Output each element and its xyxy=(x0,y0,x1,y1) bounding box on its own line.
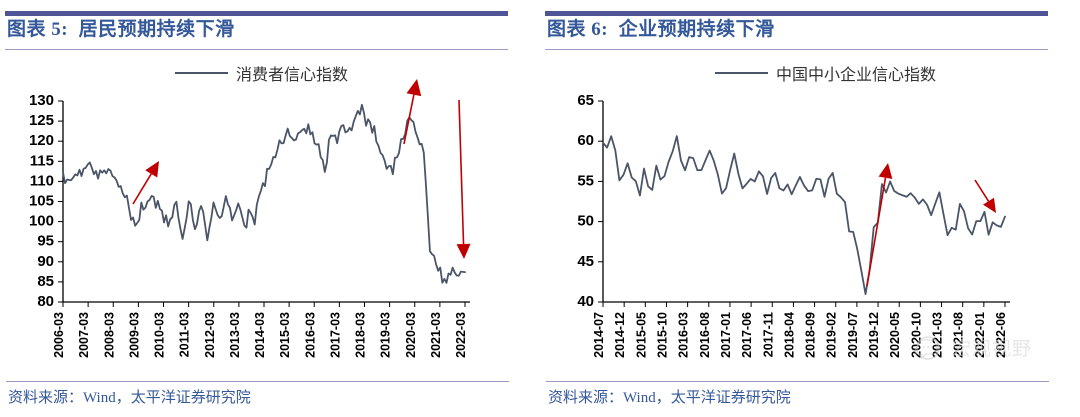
svg-text:2012-03: 2012-03 xyxy=(203,312,217,358)
svg-text:2018-04: 2018-04 xyxy=(782,312,796,358)
svg-text:2020-03: 2020-03 xyxy=(404,312,418,358)
svg-text:2021-03: 2021-03 xyxy=(931,312,945,358)
svg-text:2008-03: 2008-03 xyxy=(102,312,116,358)
svg-text:2019-12: 2019-12 xyxy=(867,312,881,358)
svg-text:45: 45 xyxy=(577,253,594,270)
svg-text:2019-07: 2019-07 xyxy=(846,312,860,358)
svg-text:2022-03: 2022-03 xyxy=(454,312,468,358)
svg-text:65: 65 xyxy=(577,92,594,109)
svg-text:115: 115 xyxy=(30,152,54,169)
svg-text:2017-03: 2017-03 xyxy=(328,312,342,358)
svg-text:2015-05: 2015-05 xyxy=(634,312,648,358)
svg-text:85: 85 xyxy=(37,273,54,290)
svg-text:2016-08: 2016-08 xyxy=(698,312,712,358)
svg-text:2017-06: 2017-06 xyxy=(740,312,754,358)
svg-text:2006-03: 2006-03 xyxy=(52,312,66,358)
svg-text:2009-03: 2009-03 xyxy=(127,312,141,358)
svg-text:95: 95 xyxy=(37,233,54,250)
svg-text:2014-03: 2014-03 xyxy=(253,312,267,358)
svg-text:2014-07: 2014-07 xyxy=(592,312,606,358)
svg-text:2013-03: 2013-03 xyxy=(228,312,242,358)
svg-text:2021-03: 2021-03 xyxy=(429,312,443,358)
svg-text:130: 130 xyxy=(29,92,54,109)
svg-text:105: 105 xyxy=(29,193,54,210)
svg-text:2018-03: 2018-03 xyxy=(354,312,368,358)
svg-text:2020-05: 2020-05 xyxy=(888,312,902,358)
svg-text:2007-03: 2007-03 xyxy=(77,312,91,358)
svg-text:120: 120 xyxy=(29,132,54,149)
svg-text:80: 80 xyxy=(37,293,54,310)
svg-text:中国中小企业信心指数: 中国中小企业信心指数 xyxy=(776,66,936,84)
svg-text:2016-03: 2016-03 xyxy=(303,312,317,358)
svg-text:2010-03: 2010-03 xyxy=(153,312,167,358)
svg-text:宏观视野: 宏观视野 xyxy=(952,338,1032,360)
svg-text:50: 50 xyxy=(577,213,594,230)
svg-text:90: 90 xyxy=(37,253,54,270)
svg-text:2015-10: 2015-10 xyxy=(655,312,669,358)
svg-text:125: 125 xyxy=(29,112,54,129)
svg-text:消费者信心指数: 消费者信心指数 xyxy=(236,66,348,84)
svg-text:2020-10: 2020-10 xyxy=(909,312,923,358)
svg-text:2015-03: 2015-03 xyxy=(278,312,292,358)
svg-text:2016-03: 2016-03 xyxy=(677,312,691,358)
svg-text:40: 40 xyxy=(577,293,594,310)
svg-text:60: 60 xyxy=(577,132,594,149)
svg-text:2019-03: 2019-03 xyxy=(379,312,393,358)
svg-text:2014-12: 2014-12 xyxy=(613,312,627,358)
svg-text:110: 110 xyxy=(30,172,54,189)
svg-text:100: 100 xyxy=(29,213,54,230)
svg-text:2011-03: 2011-03 xyxy=(178,312,192,357)
svg-text:55: 55 xyxy=(577,172,594,189)
svg-text:2019-02: 2019-02 xyxy=(825,312,839,358)
svg-text:2018-09: 2018-09 xyxy=(804,312,818,358)
svg-text:2017-01: 2017-01 xyxy=(719,312,733,358)
svg-text:2017-11: 2017-11 xyxy=(761,312,775,357)
